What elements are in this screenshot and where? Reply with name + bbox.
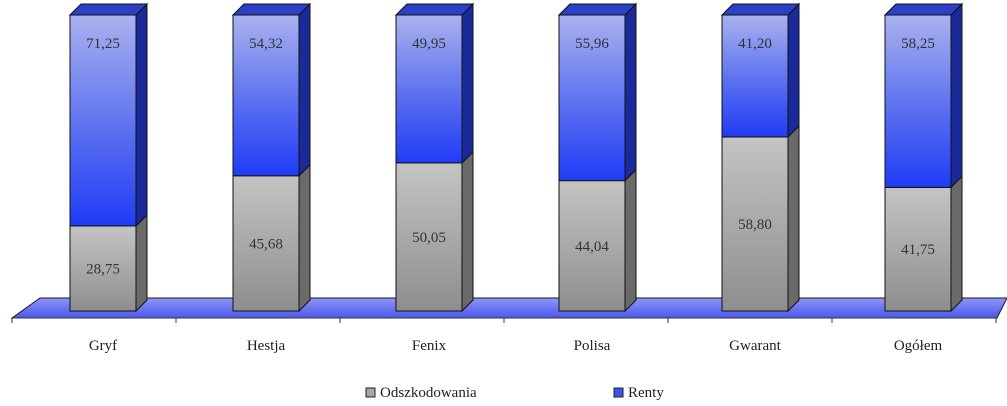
value-label-odszkodowania-hestja: 45,68 <box>249 236 283 252</box>
value-label-renty-gryf: 71,25 <box>86 36 120 52</box>
value-labels-layer: 28,75 71,25 45,68 54,32 50,05 49,95 44,04 55,96… <box>86 36 935 277</box>
legend-label-renty: Renty <box>628 385 664 401</box>
value-label-odszkodowania-gryf: 28,75 <box>86 261 120 277</box>
bar-side-odszkodowania <box>461 150 474 313</box>
bar-top-face <box>720 3 801 16</box>
legend-swatch-odszkodowania <box>365 387 376 398</box>
bar-odszkodowania-gwarant <box>721 136 789 312</box>
bar-stack-polisa <box>557 2 638 313</box>
category-label-polisa: Polisa <box>574 338 611 354</box>
bar-renty-gwarant <box>721 14 789 138</box>
value-label-renty-gwarant: 41,20 <box>738 36 772 52</box>
bar-renty-polisa <box>558 14 626 182</box>
bar-top-face <box>557 3 638 16</box>
bar-odszkodowania-polisa <box>558 180 626 312</box>
bar-renty-hestja <box>232 14 300 177</box>
legend: Odszkodowania Renty <box>365 385 664 401</box>
bar-stack-fenix <box>394 2 475 313</box>
chart-floor <box>10 297 1007 319</box>
value-label-odszkodowania-gwarant: 58,80 <box>738 217 772 233</box>
bar-stack-hestja <box>231 2 312 313</box>
value-label-odszkodowania-og-em: 41,75 <box>901 242 935 258</box>
category-label-gryf: Gryf <box>89 338 117 354</box>
bar-top-face <box>883 3 964 16</box>
bar-side-renty <box>950 2 963 189</box>
bar-side-renty <box>461 2 474 165</box>
bar-stack-gryf <box>68 2 149 313</box>
bar-odszkodowania-hestja <box>232 175 300 312</box>
legend-label-odszkodowania: Odszkodowania <box>380 385 477 401</box>
bar-side-renty <box>624 2 637 182</box>
bar-odszkodowania-gryf <box>69 225 137 312</box>
value-label-renty-hestja: 54,32 <box>249 36 283 52</box>
value-label-renty-fenix: 49,95 <box>412 36 446 52</box>
category-label-hestja: Hestja <box>247 338 286 354</box>
bar-side-renty <box>787 2 800 139</box>
bar-top-face <box>68 3 149 16</box>
bar-renty-gryf <box>69 14 137 227</box>
legend-swatch-renty <box>613 387 624 398</box>
category-labels-layer: Gryf Hestja Fenix Polisa Gwarant Ogółem <box>89 338 943 354</box>
bar-renty-fenix <box>395 14 463 164</box>
bar-side-odszkodowania <box>787 124 800 313</box>
x-axis-ticks <box>11 318 997 323</box>
category-label-og-em: Ogółem <box>894 338 943 354</box>
bar-side-odszkodowania <box>298 163 311 313</box>
bar-side-odszkodowania <box>135 213 148 313</box>
category-label-gwarant: Gwarant <box>729 338 781 354</box>
bar-stack-og-em <box>883 2 964 313</box>
bar-side-renty <box>298 2 311 177</box>
value-label-renty-polisa: 55,96 <box>575 36 609 52</box>
value-label-odszkodowania-polisa: 44,04 <box>575 239 609 255</box>
bar-stack-gwarant <box>720 2 801 313</box>
bar-top-face <box>394 3 475 16</box>
bar-renty-og-em <box>884 14 952 188</box>
category-label-fenix: Fenix <box>412 338 447 354</box>
bar-odszkodowania-fenix <box>395 162 463 312</box>
bar-odszkodowania-og-em <box>884 186 952 312</box>
value-label-odszkodowania-fenix: 50,05 <box>412 230 446 246</box>
bar-top-face <box>231 3 312 16</box>
bar-side-odszkodowania <box>624 168 637 313</box>
bars-layer <box>68 2 964 313</box>
value-label-renty-og-em: 58,25 <box>901 36 935 52</box>
bar-side-odszkodowania <box>950 175 963 313</box>
bar-side-renty <box>135 2 148 228</box>
